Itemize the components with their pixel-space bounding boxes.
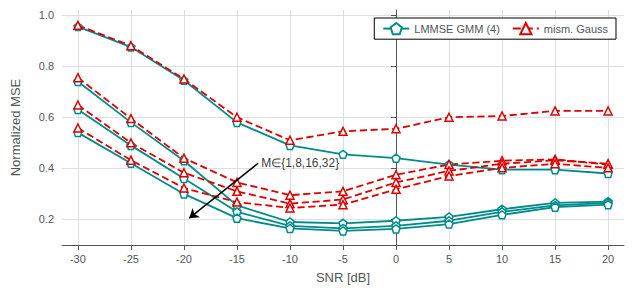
svg-text:mism. Gauss: mism. Gauss [544, 23, 609, 35]
svg-text:Normalized MSE: Normalized MSE [8, 78, 23, 176]
svg-text:-25: -25 [123, 253, 139, 265]
svg-text:-15: -15 [229, 253, 245, 265]
svg-text:15: 15 [549, 253, 561, 265]
svg-text:0.4: 0.4 [39, 162, 54, 174]
svg-text:20: 20 [602, 253, 614, 265]
svg-text:1.0: 1.0 [39, 9, 54, 21]
svg-text:-20: -20 [176, 253, 192, 265]
svg-text:SNR [dB]: SNR [dB] [316, 270, 370, 285]
svg-text:0.6: 0.6 [39, 111, 54, 123]
svg-text:M∈{1,8,16,32}: M∈{1,8,16,32} [261, 156, 339, 170]
svg-text:-10: -10 [282, 253, 298, 265]
svg-text:5: 5 [446, 253, 452, 265]
svg-text:LMMSE GMM (4): LMMSE GMM (4) [414, 23, 500, 35]
svg-text:0: 0 [393, 253, 399, 265]
svg-text:-30: -30 [70, 253, 86, 265]
svg-text:10: 10 [496, 253, 508, 265]
svg-text:-5: -5 [338, 253, 348, 265]
svg-text:0.8: 0.8 [39, 60, 54, 72]
svg-text:0.2: 0.2 [39, 213, 54, 225]
